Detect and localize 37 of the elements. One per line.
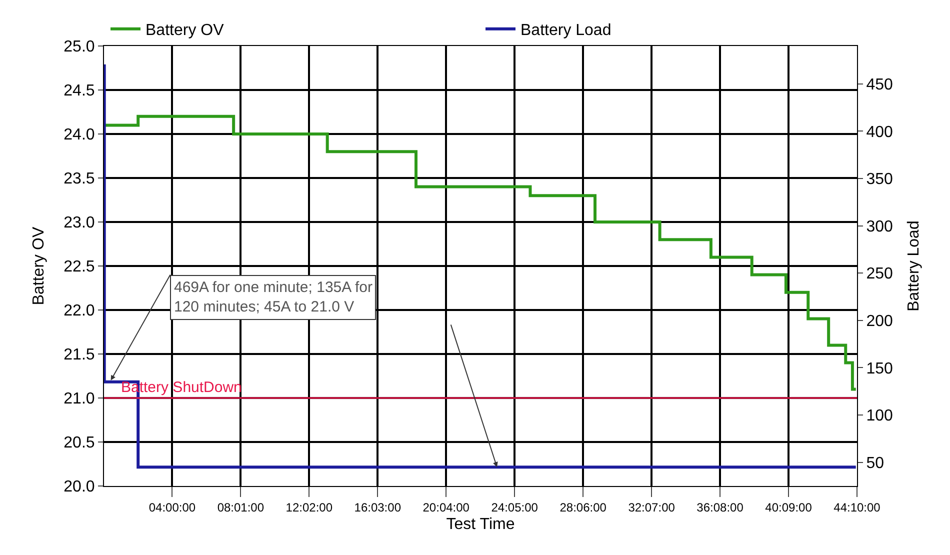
x-tick-label: 04:00:00 — [148, 500, 196, 514]
y2-tick-label: 150 — [866, 360, 893, 378]
x-tick-label: 36:08:00 — [696, 500, 744, 514]
x-tick-label: 44:10:00 — [834, 500, 881, 514]
y-tick-label: 23.5 — [64, 170, 95, 188]
x-tick-label: 40:09:00 — [765, 500, 812, 514]
x-tick-label: 16:03:00 — [354, 500, 402, 514]
annotation: 469A for one minute; 135A for 120 minutes; 45A to 21.0 V — [174, 279, 372, 316]
legend-label: Battery OV — [146, 22, 224, 40]
x-axis-title: Test Time — [446, 516, 515, 534]
y2-tick-label: 200 — [866, 313, 893, 330]
y-tick-label: 20.5 — [64, 434, 95, 452]
x-tick-label: 20:04:00 — [422, 500, 470, 514]
legend-label: Battery Load — [520, 22, 612, 40]
y-tick-label: 21.5 — [64, 346, 95, 364]
x-tick-label: 28:06:00 — [560, 500, 607, 514]
y2-tick-label: 50 — [866, 454, 884, 472]
x-tick-label: 12:02:00 — [286, 500, 333, 514]
y2-tick-label: 450 — [866, 76, 893, 94]
y2-tick-label: 350 — [866, 171, 893, 188]
y-tick-label: 24.5 — [64, 82, 95, 100]
y2-tick-label: 100 — [866, 408, 893, 425]
x-tick-label: 08:01:00 — [217, 500, 264, 514]
y-tick-label: 25.0 — [64, 38, 95, 56]
y-tick-label: 21.0 — [64, 390, 95, 408]
y2-axis-title: Battery Load — [906, 220, 923, 312]
y-tick-label: 22.5 — [64, 258, 95, 276]
x-tick-label: 24:05:00 — [491, 500, 538, 514]
y-tick-label: 23.0 — [64, 214, 95, 232]
y2-tick-label: 400 — [866, 124, 893, 141]
x-tick-label: 32:07:00 — [628, 500, 676, 514]
y-tick-label: 24.0 — [64, 126, 95, 144]
y2-tick-label: 300 — [866, 218, 893, 236]
y-axis-title: Battery OV — [30, 226, 48, 306]
y-tick-label: 22.0 — [64, 302, 95, 320]
y2-tick-label: 250 — [866, 266, 893, 283]
y-tick-label: 20.0 — [64, 478, 95, 496]
